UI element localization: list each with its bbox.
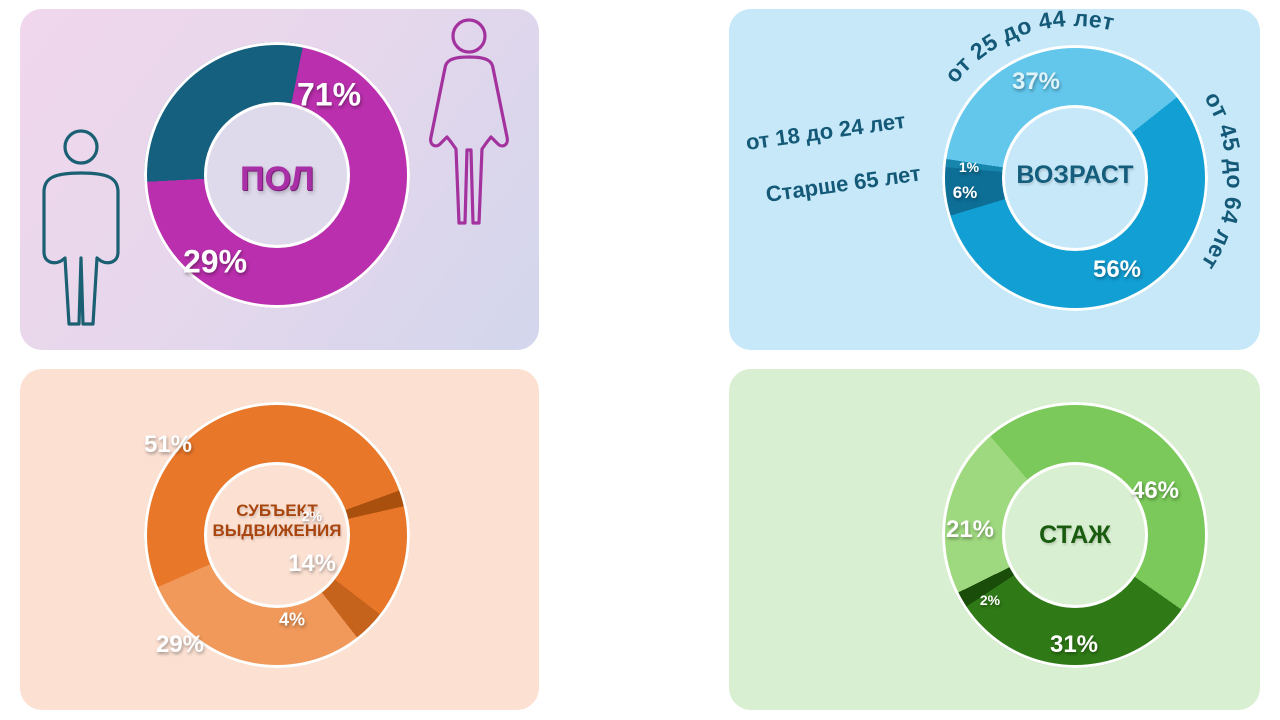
svg-text:от 45 до 64 лет: от 45 до 64 лет: [1196, 87, 1248, 275]
